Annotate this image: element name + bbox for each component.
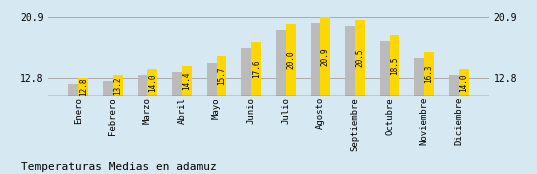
Text: 20.0: 20.0 (286, 51, 295, 69)
Bar (103, 81, 113, 174)
Bar (276, 30, 286, 174)
Bar (251, 42, 261, 174)
Text: Temperaturas Medias en adamuz: Temperaturas Medias en adamuz (21, 162, 217, 172)
Text: 14.0: 14.0 (459, 73, 468, 92)
Text: 20.9: 20.9 (321, 47, 330, 66)
Text: 13.2: 13.2 (113, 76, 122, 95)
Bar (414, 58, 424, 174)
Bar (459, 69, 469, 174)
Text: 14.0: 14.0 (148, 73, 157, 92)
Bar (113, 75, 123, 174)
Bar (449, 75, 459, 174)
Text: 20.5: 20.5 (355, 49, 365, 67)
Text: 12.8: 12.8 (79, 78, 88, 96)
Bar (68, 84, 78, 174)
Bar (286, 24, 296, 174)
Bar (148, 69, 157, 174)
Bar (78, 78, 88, 174)
Bar (241, 48, 251, 174)
Bar (380, 41, 389, 174)
Bar (321, 17, 330, 174)
Text: 16.3: 16.3 (425, 65, 433, 83)
Bar (310, 23, 321, 174)
Bar (207, 62, 216, 174)
Text: 17.6: 17.6 (252, 60, 260, 78)
Text: 14.4: 14.4 (183, 72, 192, 90)
Bar (355, 20, 365, 174)
Bar (182, 66, 192, 174)
Text: 15.7: 15.7 (217, 67, 226, 85)
Bar (424, 52, 434, 174)
Bar (345, 26, 355, 174)
Text: 18.5: 18.5 (390, 56, 399, 75)
Bar (172, 72, 182, 174)
Bar (137, 75, 148, 174)
Bar (216, 57, 227, 174)
Bar (389, 35, 400, 174)
